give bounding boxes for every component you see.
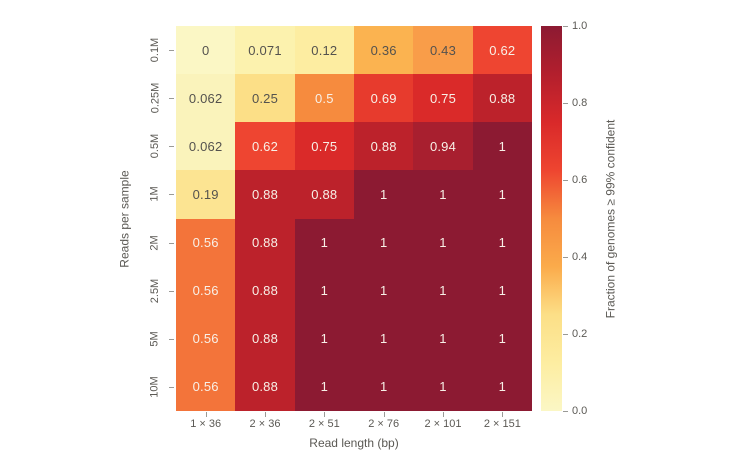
colorbar-tick-label: 0.4 bbox=[572, 251, 588, 263]
heatmap-cell: 1 bbox=[413, 218, 473, 267]
colorbar-tick-label: 1.0 bbox=[572, 20, 588, 32]
x-axis-tick bbox=[265, 412, 266, 417]
heatmap-cell: 1 bbox=[472, 314, 532, 363]
heatmap-grid: 0 0.071 0.12 0.36 0.43 0.62 0.062 0.25 0.5 0.69 0.… bbox=[176, 26, 532, 411]
colorbar-tick-label: 0.6 bbox=[572, 174, 588, 186]
heatmap-cell: 0.062 bbox=[176, 122, 236, 171]
colorbar-tick bbox=[563, 103, 568, 104]
heatmap-cell: 0.88 bbox=[235, 266, 295, 315]
heatmap-cell: 1 bbox=[294, 362, 354, 411]
y-axis-title-text: Reads per sample bbox=[118, 169, 133, 268]
x-axis-tick bbox=[324, 412, 326, 417]
colorbar-tick-label: 0.2 bbox=[572, 328, 588, 340]
y-axis-tick bbox=[169, 242, 174, 244]
heatmap-cell: 0 bbox=[176, 26, 236, 75]
colorbar-title-text: Fraction of genomes ≥ 99% confident bbox=[603, 119, 618, 318]
colorbar-tick bbox=[563, 257, 568, 258]
heatmap-cell: 1 bbox=[472, 362, 532, 411]
heatmap-cell: 0.12 bbox=[294, 26, 354, 75]
colorbar-title: Fraction of genomes ≥ 99% confident bbox=[592, 26, 628, 411]
x-tick-label: 2 × 151 bbox=[483, 418, 521, 430]
heatmap-cell: 1 bbox=[472, 218, 532, 267]
heatmap-cell: 0.56 bbox=[176, 266, 236, 315]
heatmap-cell: 1 bbox=[353, 218, 414, 267]
heatmap-cell: 0.88 bbox=[294, 170, 354, 219]
y-axis-tick bbox=[169, 146, 174, 148]
heatmap-cell: 1 bbox=[413, 266, 473, 315]
heatmap-cell: 0.88 bbox=[472, 74, 532, 123]
colorbar-tick bbox=[563, 411, 568, 412]
x-tick-label: 2 × 76 bbox=[368, 418, 400, 430]
y-tick-label: 0.5M bbox=[149, 134, 161, 159]
heatmap-cell: 0.19 bbox=[176, 170, 236, 219]
heatmap-cell: 1 bbox=[353, 266, 414, 315]
heatmap-cell: 1 bbox=[413, 362, 473, 411]
colorbar-tick-label: 0.8 bbox=[572, 97, 588, 109]
colorbar-tick-label: 0.0 bbox=[572, 405, 588, 417]
heatmap-cell: 0.071 bbox=[235, 26, 295, 75]
y-tick-label: 5M bbox=[149, 331, 161, 347]
heatmap-cell: 1 bbox=[294, 314, 354, 363]
heatmap-cell: 0.56 bbox=[176, 218, 236, 267]
heatmap-cell: 1 bbox=[353, 314, 414, 363]
heatmap-cell: 1 bbox=[413, 314, 473, 363]
heatmap-cell: 0.88 bbox=[353, 122, 414, 171]
heatmap-cell: 1 bbox=[353, 170, 414, 219]
heatmap-cell: 1 bbox=[472, 266, 532, 315]
heatmap-cell: 1 bbox=[413, 170, 473, 219]
heatmap-cell: 1 bbox=[294, 266, 354, 315]
y-axis-tick bbox=[169, 338, 174, 340]
heatmap-cell: 0.88 bbox=[235, 170, 295, 219]
x-tick-label: 2 × 36 bbox=[249, 418, 281, 430]
heatmap-cell: 0.88 bbox=[235, 218, 295, 267]
x-tick-label: 2 × 101 bbox=[424, 418, 462, 430]
heatmap-cell: 0.5 bbox=[294, 74, 354, 123]
colorbar-tick bbox=[563, 26, 568, 27]
y-tick-label: 2M bbox=[149, 234, 161, 251]
heatmap-cell: 1 bbox=[472, 170, 532, 219]
x-axis-tick bbox=[443, 412, 444, 417]
x-axis-title: Read length (bp) bbox=[309, 436, 399, 450]
heatmap-cell: 0.25 bbox=[235, 74, 295, 123]
heatmap-cell: 0.62 bbox=[235, 122, 295, 171]
heatmap-cell: 1 bbox=[353, 362, 414, 411]
colorbar bbox=[541, 26, 562, 411]
heatmap-cell: 0.94 bbox=[413, 122, 473, 171]
y-tick-label: 0.25M bbox=[149, 82, 162, 114]
y-tick-label: 1M bbox=[149, 186, 161, 203]
y-axis-tick bbox=[169, 50, 174, 52]
y-axis-tick bbox=[169, 98, 174, 100]
heatmap-cell: 0.36 bbox=[353, 26, 414, 75]
x-tick-label: 2 × 51 bbox=[308, 418, 340, 430]
heatmap-cell: 1 bbox=[294, 218, 354, 267]
heatmap-cell: 0.88 bbox=[235, 362, 295, 411]
colorbar-tick bbox=[563, 334, 568, 335]
y-axis-title: Reads per sample bbox=[110, 26, 140, 411]
y-tick-label: 10M bbox=[149, 376, 161, 398]
heatmap-cell: 0.43 bbox=[413, 26, 473, 75]
heatmap-cell: 0.56 bbox=[176, 362, 236, 411]
colorbar-tick bbox=[563, 180, 568, 181]
x-axis-tick bbox=[383, 412, 385, 417]
heatmap-cell: 0.69 bbox=[353, 74, 414, 123]
heatmap-cell: 0.75 bbox=[413, 74, 473, 123]
y-tick-label: 0.1M bbox=[149, 37, 161, 63]
heatmap-cell: 1 bbox=[472, 122, 532, 171]
y-axis-tick bbox=[169, 386, 174, 388]
x-axis-tick bbox=[205, 412, 207, 417]
y-tick-label: 2.5M bbox=[149, 278, 161, 303]
y-axis-tick bbox=[169, 194, 174, 196]
heatmap-cell: 0.75 bbox=[294, 122, 354, 171]
heatmap-cell: 0.56 bbox=[176, 314, 236, 363]
y-axis-tick bbox=[169, 290, 174, 292]
x-tick-label: 1 × 36 bbox=[190, 418, 222, 430]
heatmap-cell: 0.062 bbox=[176, 74, 236, 123]
heatmap-cell: 0.62 bbox=[472, 26, 532, 75]
heatmap-cell: 0.88 bbox=[235, 314, 295, 363]
x-axis-tick bbox=[502, 412, 504, 417]
